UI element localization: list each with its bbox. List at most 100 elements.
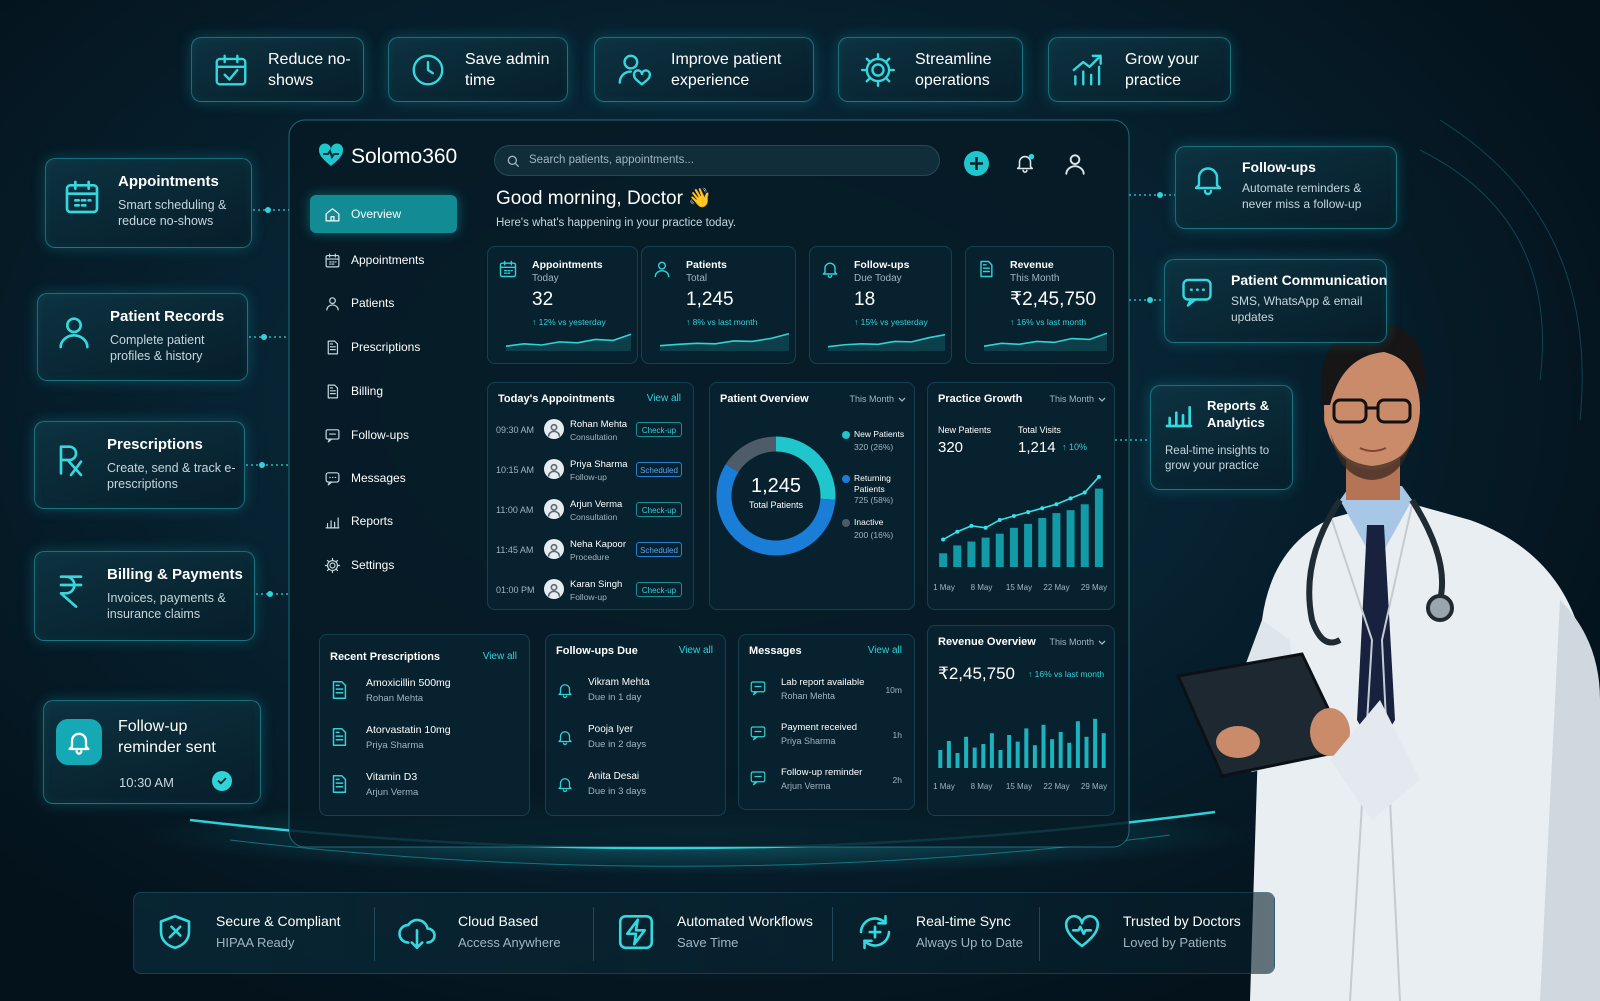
shape bbox=[562, 695, 568, 699]
shape bbox=[168, 925, 182, 939]
icon bbox=[325, 517, 340, 529]
bar bbox=[998, 750, 1003, 768]
icon bbox=[1072, 54, 1102, 86]
legend-value: 725 (58%) bbox=[854, 495, 894, 505]
bar bbox=[1066, 510, 1075, 567]
bar bbox=[964, 736, 969, 768]
bar bbox=[1050, 739, 1055, 768]
nav-label: Overview bbox=[351, 207, 402, 221]
shape bbox=[329, 387, 336, 395]
stat-sublabel: Due Today bbox=[854, 273, 902, 284]
notification-time: 10:30 AM bbox=[119, 775, 174, 790]
donut-chart bbox=[716, 431, 850, 556]
growth-panel: Practice Growth This Month New Patients 320… bbox=[927, 382, 1115, 610]
nav-item[interactable]: Messages bbox=[310, 459, 457, 497]
appt-type: Procedure bbox=[570, 552, 610, 562]
shape bbox=[59, 575, 83, 608]
legend-dot bbox=[842, 431, 850, 439]
nav-label: Messages bbox=[351, 471, 406, 485]
nav-item[interactable]: Prescriptions bbox=[310, 328, 457, 366]
followup-name: Anita Desai bbox=[588, 771, 640, 782]
icon[interactable] bbox=[1062, 151, 1088, 177]
view-all-link[interactable]: View all bbox=[678, 645, 713, 656]
appt-name: Karan Singh bbox=[570, 579, 623, 590]
shape bbox=[325, 517, 340, 529]
panel-title: Recent Prescriptions bbox=[330, 651, 441, 663]
sparkline bbox=[659, 332, 790, 351]
nav-item[interactable]: Overview bbox=[310, 195, 457, 233]
rx-drug: Amoxicillin 500mg bbox=[366, 677, 451, 689]
appt-time: 11:00 AM bbox=[496, 505, 534, 515]
view-all-link[interactable]: View all bbox=[646, 393, 681, 404]
nav-item[interactable]: Follow-ups bbox=[310, 416, 457, 454]
shape bbox=[550, 543, 558, 551]
shape bbox=[1426, 594, 1454, 622]
appt-status: Scheduled bbox=[636, 462, 682, 477]
search-bar[interactable]: Search patients, appointments... bbox=[494, 145, 940, 176]
filter-dropdown[interactable]: This Month bbox=[1049, 637, 1094, 647]
appointments-panel: Today's Appointments View all 09:30 AM Roha… bbox=[487, 382, 694, 610]
filter-dropdown[interactable]: This Month bbox=[849, 394, 894, 404]
shape bbox=[822, 262, 838, 275]
x-axis-label: 1 May bbox=[933, 782, 955, 791]
icon bbox=[1165, 406, 1193, 428]
trust-title: Cloud Based bbox=[458, 913, 539, 929]
shape bbox=[59, 334, 89, 349]
rx-drug: Atorvastatin 10mg bbox=[366, 724, 451, 736]
feature-text: Automate reminders & never miss a follow… bbox=[1242, 181, 1362, 211]
shape bbox=[827, 274, 833, 278]
icon[interactable] bbox=[1014, 152, 1036, 174]
nav-item[interactable]: Patients bbox=[310, 284, 457, 322]
avatar bbox=[544, 419, 564, 439]
shape bbox=[1157, 192, 1163, 198]
bar bbox=[1058, 732, 1063, 768]
shape bbox=[657, 261, 667, 270]
icon bbox=[65, 180, 99, 214]
bar bbox=[938, 750, 943, 768]
appt-type: Follow-up bbox=[570, 472, 607, 482]
nav-item[interactable]: Billing bbox=[310, 372, 457, 410]
shape bbox=[1074, 65, 1101, 86]
legend-name: New Patients bbox=[854, 429, 905, 439]
view-all-link[interactable]: View all bbox=[867, 645, 902, 656]
rx-patient: Arjun Verma bbox=[366, 787, 419, 798]
bar bbox=[1067, 742, 1072, 768]
plus-shape bbox=[970, 157, 983, 170]
view-all-link[interactable]: View all bbox=[482, 651, 517, 662]
panel-title: Today's Appointments bbox=[498, 393, 615, 405]
stat-value: ₹2,45,750 bbox=[1010, 289, 1097, 310]
shape bbox=[259, 462, 265, 468]
shape bbox=[499, 260, 517, 274]
trust-text: Loved by Patients bbox=[1123, 935, 1227, 950]
add-button[interactable] bbox=[964, 151, 989, 176]
appt-status: Scheduled bbox=[636, 542, 682, 557]
revenue-value: ₹2,45,750 bbox=[938, 664, 1015, 683]
growth-visits-value: 1,214 bbox=[1018, 439, 1056, 456]
bar bbox=[981, 744, 986, 768]
nav-item[interactable]: Settings bbox=[310, 546, 457, 584]
prescriptions-panel: Recent Prescriptions View all Amoxicillin … bbox=[319, 634, 530, 816]
connector-dots bbox=[259, 192, 1163, 597]
stat-card: Revenue This Month ₹2,45,750 ↑ 16% vs last … bbox=[965, 246, 1114, 364]
stat-sublabel: Total bbox=[686, 273, 708, 284]
icon bbox=[547, 503, 561, 517]
bar bbox=[1084, 736, 1089, 768]
shape bbox=[335, 778, 344, 788]
sparkline bbox=[983, 332, 1108, 351]
stat-value: 18 bbox=[854, 289, 876, 310]
benefit-text: Save admin time bbox=[465, 51, 550, 89]
shape bbox=[1250, 500, 1600, 1001]
panel-title: Practice Growth bbox=[938, 393, 1023, 405]
message-title: Lab report available bbox=[781, 677, 865, 688]
x-axis-label: 29 May bbox=[1080, 782, 1108, 791]
filter-dropdown[interactable]: This Month bbox=[1049, 394, 1094, 404]
chevron-shape bbox=[1098, 397, 1106, 402]
nav-item[interactable]: Appointments bbox=[310, 241, 457, 279]
shape bbox=[547, 470, 561, 477]
growth-point bbox=[1040, 506, 1045, 511]
nav-item[interactable]: Reports bbox=[310, 502, 457, 540]
growth-new-label: New Patients bbox=[938, 425, 992, 435]
icon bbox=[860, 52, 896, 88]
stat-sublabel: Today bbox=[532, 273, 559, 284]
shape bbox=[325, 208, 340, 222]
